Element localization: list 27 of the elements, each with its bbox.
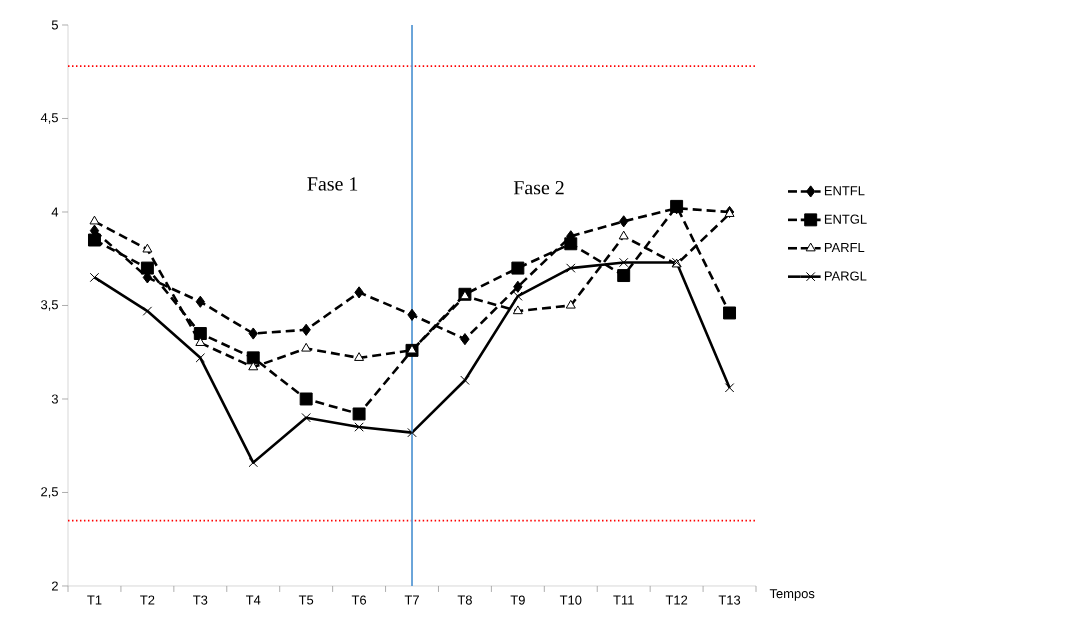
y-tick-label: 2 [51,581,58,591]
y-tick-label: 4 [51,207,59,217]
x-tick-label: T5 [298,595,314,605]
x-tick-label: T1 [87,595,102,605]
y-tick-label: 5 [51,20,58,30]
x-tick-label: T13 [718,595,741,605]
x-tick-label: T7 [404,595,419,605]
x-tick-label: T11 [613,595,634,605]
x-tick-label: T8 [457,595,472,605]
y-tick-label: 3 [51,394,58,404]
x-tick-label: T6 [351,595,367,605]
y-tick-label: 4,5 [40,113,58,124]
y-tick-label: 3,5 [41,300,58,311]
y-tick-label: 2,5 [41,487,58,498]
legend-label: PARFL [824,243,865,252]
x-axis-title: Tempos [769,589,815,601]
annotation: Fase 2 [513,180,564,195]
legend-label: ENTGL [824,214,867,224]
x-tick-label: T3 [193,595,208,605]
x-tick-label: T12 [665,595,688,605]
legend-label: ENTFL [824,186,865,196]
annotation: Fase 1 [307,177,358,191]
x-tick-label: T10 [559,595,582,605]
legend-label: PARGL [824,271,867,281]
x-tick-label: T4 [245,595,261,605]
x-tick-label: T9 [510,595,525,605]
x-tick-label: T2 [140,595,155,605]
